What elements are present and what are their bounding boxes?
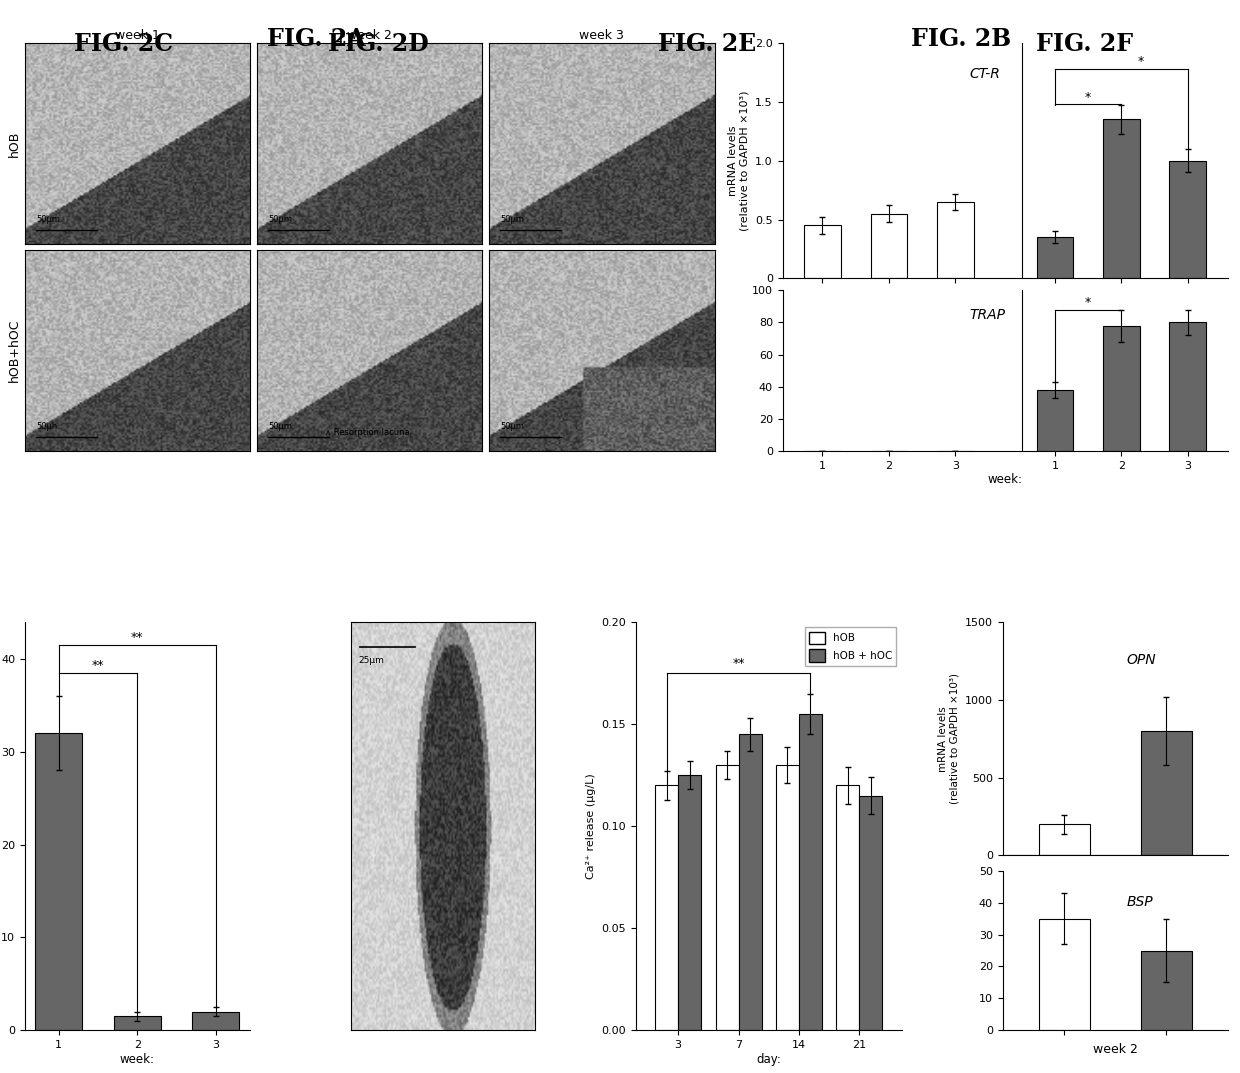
Text: 50µm: 50µm (501, 215, 525, 224)
Text: CT-R: CT-R (970, 68, 1001, 82)
Text: 25µm: 25µm (358, 656, 384, 665)
Y-axis label: mRNA levels
(relative to GAPDH ×10³): mRNA levels (relative to GAPDH ×10³) (728, 90, 750, 231)
Bar (1169, 161, 1207, 278)
Text: *: * (1085, 90, 1091, 104)
Text: 50µh: 50µh (36, 422, 57, 430)
Bar (859, 795, 883, 1030)
Bar (35, 734, 82, 1030)
Bar (1141, 731, 1192, 855)
Text: FIG. 2A: FIG. 2A (267, 27, 366, 50)
Title: week 2: week 2 (347, 29, 392, 42)
Bar (1037, 389, 1073, 451)
Title: week 3: week 3 (579, 29, 624, 42)
Text: *: * (1085, 296, 1091, 309)
Bar (937, 202, 973, 278)
Legend: hOB, hOB + hOC: hOB, hOB + hOC (805, 628, 897, 666)
Bar (1039, 824, 1090, 855)
Y-axis label: hOB+hOC: hOB+hOC (7, 319, 21, 382)
Bar (837, 785, 859, 1030)
Bar (776, 765, 799, 1030)
Text: **: ** (733, 657, 745, 670)
Text: FIG. 2B: FIG. 2B (911, 27, 1011, 50)
Text: 50µm: 50µm (268, 215, 293, 224)
Bar (655, 785, 678, 1030)
Text: FIG. 2F: FIG. 2F (1037, 32, 1133, 56)
Text: ∧ Resorption lacuna: ∧ Resorption lacuna (325, 428, 409, 437)
X-axis label: day:: day: (756, 1053, 781, 1065)
Text: 50µm: 50µm (268, 422, 293, 430)
Bar (1169, 322, 1207, 451)
Title: week 1: week 1 (115, 29, 160, 42)
X-axis label: week:: week: (120, 1053, 155, 1065)
Y-axis label: hOB: hOB (7, 130, 21, 157)
Text: TRAP: TRAP (970, 308, 1006, 322)
Y-axis label: Ca²⁺ release (μg/L): Ca²⁺ release (μg/L) (585, 774, 596, 879)
Text: FIG. 2E: FIG. 2E (657, 32, 756, 56)
Text: BSP: BSP (1126, 895, 1153, 909)
Bar (715, 765, 739, 1030)
Text: FIG. 2C: FIG. 2C (74, 32, 174, 56)
Bar (1141, 951, 1192, 1030)
Bar (1104, 325, 1140, 451)
Bar (1037, 237, 1073, 278)
Bar (192, 1012, 239, 1030)
Bar (1104, 119, 1140, 278)
Text: **: ** (131, 631, 144, 644)
X-axis label: week:: week: (987, 473, 1023, 486)
X-axis label: week 2: week 2 (1092, 1043, 1137, 1056)
Bar (114, 1016, 161, 1030)
Bar (1039, 918, 1090, 1030)
Bar (739, 734, 761, 1030)
Text: 50µm: 50µm (501, 422, 525, 430)
Text: FIG. 2D: FIG. 2D (327, 32, 429, 56)
Bar (799, 714, 822, 1030)
Text: **: ** (92, 659, 104, 672)
Bar (678, 775, 701, 1030)
Bar (870, 214, 908, 278)
Text: OPN: OPN (1126, 653, 1156, 667)
Y-axis label: mRNA levels
(relative to GAPDH ×10³): mRNA levels (relative to GAPDH ×10³) (937, 673, 960, 805)
Bar (805, 225, 841, 278)
Text: 50µm: 50µm (36, 215, 60, 224)
Text: *: * (1138, 56, 1145, 69)
